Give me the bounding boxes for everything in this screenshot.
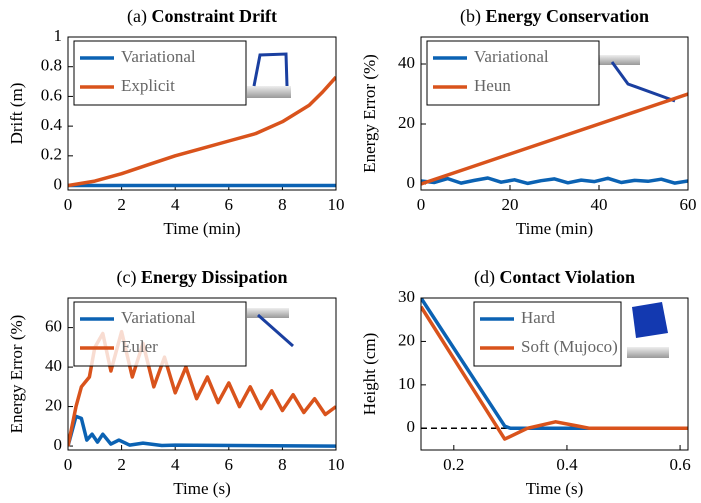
legend: Variational Euler xyxy=(73,301,247,367)
legend-label: Variational xyxy=(121,308,196,327)
y-tick-label: 10 xyxy=(398,374,415,393)
plot-area xyxy=(68,75,336,188)
series-line xyxy=(421,176,688,186)
legend: Variational Explicit xyxy=(73,40,247,106)
y-axis-label: Drift (m) xyxy=(7,83,26,145)
y-tick-label: 40 xyxy=(45,356,62,375)
legend-label: Heun xyxy=(474,76,511,95)
panel-label: (a) xyxy=(127,6,147,27)
icon-ground xyxy=(598,55,640,65)
plot-frame xyxy=(420,297,689,451)
legend-label: Variational xyxy=(474,47,549,66)
series-line xyxy=(68,414,336,448)
x-tick-label: 4 xyxy=(171,455,180,474)
series-line xyxy=(421,92,688,186)
panel-title-text: Energy Dissipation xyxy=(141,267,288,287)
x-tick-label: 4 xyxy=(171,195,180,214)
icon-pendulum xyxy=(257,313,294,348)
panel-title: (d) Contact Violation xyxy=(474,267,635,288)
y-tick-label: 0 xyxy=(54,435,63,454)
panel-title-text: Constraint Drift xyxy=(152,6,277,26)
legend-label: Euler xyxy=(121,337,158,356)
icon-cube xyxy=(632,302,668,338)
x-tick-label: 0 xyxy=(64,455,73,474)
x-tick-label: 0.2 xyxy=(443,455,464,474)
icon-ground xyxy=(627,347,669,358)
x-tick-label: 8 xyxy=(278,195,287,214)
legend-label: Soft (Mujoco) xyxy=(521,337,618,356)
x-axis-label: Time (min) xyxy=(516,219,593,238)
x-tick-label: 40 xyxy=(591,195,608,214)
plot-area xyxy=(421,298,688,441)
legend-box xyxy=(426,40,600,106)
x-axis-label: Time (s) xyxy=(526,479,583,498)
y-tick-label: 20 xyxy=(45,395,62,414)
x-tick-label: 2 xyxy=(117,455,126,474)
plot-frame xyxy=(67,36,337,191)
x-tick-label: 2 xyxy=(117,195,126,214)
panel-label: (c) xyxy=(116,267,136,288)
panel-title: (b) Energy Conservation xyxy=(460,6,649,27)
y-axis-label: Energy Error (%) xyxy=(360,54,379,173)
panel-label: (b) xyxy=(460,6,481,27)
x-tick-label: 6 xyxy=(225,455,234,474)
y-tick-label: 20 xyxy=(398,113,415,132)
legend-label: Variational xyxy=(121,47,196,66)
icon-pendulum xyxy=(252,52,289,87)
y-tick-label: 0.6 xyxy=(41,85,62,104)
legend-label: Explicit xyxy=(121,76,175,95)
y-tick-label: 0.2 xyxy=(41,145,62,164)
legend-box xyxy=(473,301,622,367)
legend: Hard Soft (Mujoco) xyxy=(473,301,622,367)
x-tick-label: 0 xyxy=(417,195,426,214)
x-tick-label: 10 xyxy=(328,455,345,474)
series-line xyxy=(68,75,336,188)
x-tick-label: 8 xyxy=(278,455,287,474)
x-axis-label: Time (min) xyxy=(163,219,240,238)
y-tick-label: 0.4 xyxy=(41,115,63,134)
x-tick-label: 10 xyxy=(328,195,345,214)
icons xyxy=(247,52,676,358)
panel-title: (a) Constraint Drift xyxy=(127,6,277,27)
panel-title-text: Contact Violation xyxy=(499,267,635,287)
plot-frame xyxy=(67,297,337,451)
panel-label: (d) xyxy=(474,267,495,288)
y-tick-label: 30 xyxy=(398,287,415,306)
panel-title: (c) Energy Dissipation xyxy=(116,267,287,288)
icon-ground xyxy=(247,308,289,318)
y-tick-label: 0 xyxy=(407,417,416,436)
y-tick-label: 20 xyxy=(398,330,415,349)
series-line xyxy=(421,305,688,441)
plot-frame xyxy=(420,36,689,191)
y-axis-label: Height (cm) xyxy=(360,333,379,416)
legend: Variational Heun xyxy=(426,40,600,106)
panel: (c) Energy Dissipation Time (s) Energy Err… xyxy=(7,267,345,498)
legend-box xyxy=(73,301,247,367)
icon-pendulum xyxy=(610,61,676,103)
x-tick-label: 6 xyxy=(225,195,234,214)
x-axis-label: Time (s) xyxy=(173,479,230,498)
panel: (d) Contact Violation Time (s) Height (cm)… xyxy=(360,267,691,498)
x-tick-label: 20 xyxy=(502,195,519,214)
legend-label: Hard xyxy=(521,308,555,327)
plot-area xyxy=(421,92,688,186)
y-tick-label: 0 xyxy=(54,174,63,193)
y-tick-label: 0.8 xyxy=(41,56,62,75)
x-tick-label: 0.4 xyxy=(556,455,578,474)
panel-title-text: Energy Conservation xyxy=(486,6,650,26)
icon-ground xyxy=(247,86,291,98)
y-axis-label: Energy Error (%) xyxy=(7,315,26,434)
y-tick-label: 60 xyxy=(45,317,62,336)
legend-box xyxy=(73,40,247,106)
panel: (a) Constraint Drift Time (min) Drift (m) 0… xyxy=(7,6,345,238)
y-tick-label: 0 xyxy=(407,173,416,192)
x-tick-label: 60 xyxy=(680,195,697,214)
panel: (b) Energy Conservation Time (min) Energy … xyxy=(360,6,697,238)
x-tick-label: 0 xyxy=(64,195,73,214)
y-tick-label: 40 xyxy=(398,53,415,72)
x-tick-label: 0.6 xyxy=(669,455,690,474)
y-tick-label: 1 xyxy=(54,26,63,45)
